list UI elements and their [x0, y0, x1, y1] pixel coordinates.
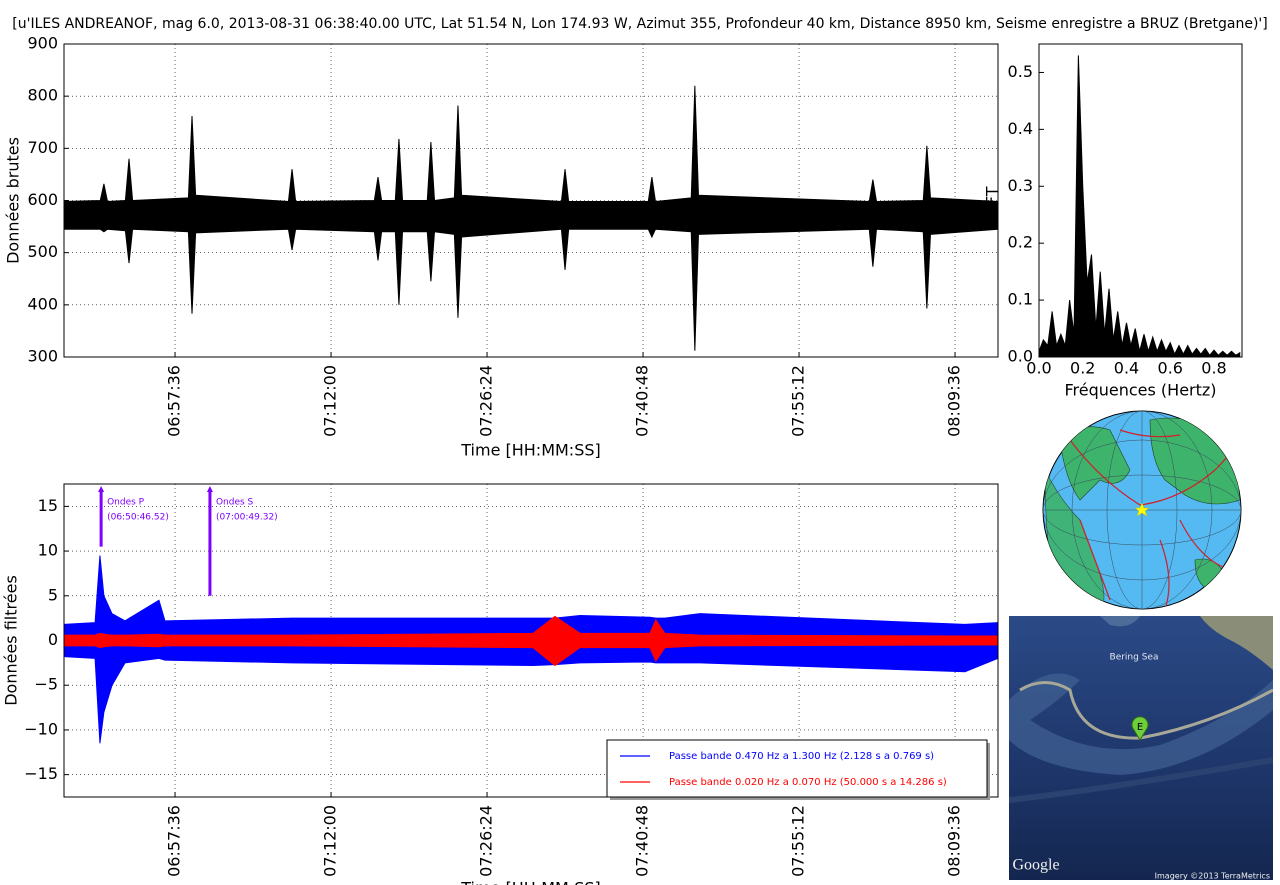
y-tick-label: 600 [27, 190, 58, 209]
x-axis-label: Fréquences (Hertz) [1064, 381, 1216, 400]
map-sea-label: Bering Sea [1110, 653, 1159, 663]
x-axis-label: Time [HH:MM:SS] [460, 441, 601, 460]
x-tick-label: 07:26:24 [477, 365, 496, 437]
trace-lower [64, 644, 998, 667]
y-tick-label: 0 [48, 630, 58, 649]
x-tick-label: 07:12:00 [321, 365, 340, 437]
y-tick-label: −10 [24, 719, 58, 738]
chart: 06:57:36 07:12:00 07:26:24 07:40:48 07:55:12… [4, 34, 999, 460]
y-axis-label: FFT [983, 186, 1002, 214]
annotation-time: (06:50:46.52) [107, 513, 169, 523]
trace-upper [64, 85, 998, 203]
x-tick-label: 0.2 [1070, 359, 1095, 378]
y-tick-label: 400 [27, 294, 58, 313]
spectrum-line [1039, 55, 1241, 357]
x-tick-label: 08:09:36 [945, 365, 964, 437]
annotation-time: (07:00:49.32) [216, 513, 278, 523]
spectrum-fill [1039, 55, 1241, 357]
figure-title: [u'ILES ANDREANOF, mag 6.0, 2013-08-31 0… [12, 16, 1267, 32]
x-tick-label: 07:40:48 [633, 365, 652, 437]
x-tick-label: 06:57:36 [165, 365, 184, 437]
trace-lower [64, 656, 998, 744]
globe [1042, 410, 1242, 610]
map-logo: Google [1012, 857, 1059, 874]
trace-lower [64, 228, 998, 351]
map: E Bering Sea Google Imagery ©2013 TerraM… [1009, 616, 1273, 881]
plot-frame [1038, 43, 1243, 358]
x-tick-label: 08:09:36 [945, 805, 964, 877]
y-tick-label: −15 [24, 764, 58, 783]
y-tick-label: 500 [27, 242, 58, 261]
legend [606, 739, 988, 798]
arrow-head [98, 486, 105, 492]
x-tick-label: 06:57:36 [165, 805, 184, 877]
x-tick-label: 07:26:24 [477, 805, 496, 877]
y-tick-label: −5 [34, 675, 58, 694]
x-tick-label: 0.6 [1158, 359, 1183, 378]
x-tick-label: 0.8 [1201, 359, 1226, 378]
y-tick-label: 0.0 [1008, 347, 1033, 366]
chart: 06:57:36 07:12:00 07:26:24 07:40:48 07:55:12… [2, 483, 999, 885]
x-tick-label: 0.4 [1114, 359, 1139, 378]
x-tick-label: 07:12:00 [321, 805, 340, 877]
map-marker-label: E [1137, 722, 1143, 733]
annotation-label: Ondes P [107, 498, 145, 508]
y-tick-label: 300 [27, 347, 58, 366]
chart: 0.0 0.2 0.4 0.6 0.8 0.0 0.1 0.2 0.3 0.4 0.5 Fréquen… [983, 43, 1243, 400]
y-tick-label: 900 [27, 34, 58, 53]
y-tick-label: 0.2 [1008, 233, 1033, 252]
legend-label: Passe bande 0.020 Hz a 0.070 Hz (50.000 … [669, 777, 947, 788]
map-credit: Imagery ©2013 TerraMetrics [1155, 872, 1270, 881]
y-tick-label: 800 [27, 86, 58, 105]
y-tick-label: 0.5 [1008, 62, 1033, 81]
x-tick-label: 07:55:12 [789, 365, 808, 437]
trace-upper [64, 555, 998, 625]
y-tick-label: 700 [27, 138, 58, 157]
trace-fill [64, 85, 998, 351]
x-tick-label: 07:40:48 [633, 805, 652, 877]
x-axis-label: Time [HH:MM:SS] [460, 879, 601, 885]
arrow-head [206, 486, 213, 492]
y-axis-label: Données filtrées [2, 575, 21, 706]
trace-fill [64, 616, 998, 666]
trace-fill [64, 555, 998, 744]
y-tick-label: 5 [48, 585, 58, 604]
y-tick-label: 0.4 [1008, 119, 1033, 138]
trace-upper [64, 615, 998, 637]
plot-frame [63, 483, 999, 798]
y-axis-label: Données brutes [4, 137, 23, 264]
y-tick-label: 15 [38, 496, 58, 515]
legend-label: Passe bande 0.470 Hz a 1.300 Hz (2.128 s… [669, 751, 934, 762]
x-tick-label: 0.0 [1026, 359, 1051, 378]
annotation-label: Ondes S [216, 498, 254, 508]
plot-frame [63, 43, 999, 358]
y-tick-label: 0.1 [1008, 290, 1033, 309]
y-tick-label: 0.3 [1008, 176, 1033, 195]
y-tick-label: 10 [38, 541, 58, 560]
x-tick-label: 07:55:12 [789, 805, 808, 877]
